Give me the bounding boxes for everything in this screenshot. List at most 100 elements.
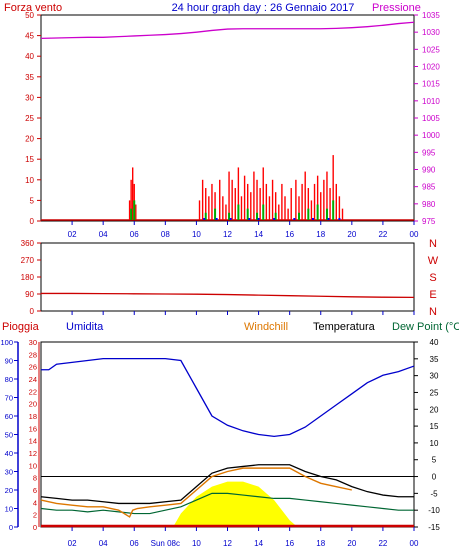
y-tick-label-left: 0 bbox=[30, 217, 35, 226]
compass-label: N bbox=[429, 306, 437, 318]
y-tick-label-right: 995 bbox=[422, 148, 436, 157]
rain-label: Pioggia bbox=[2, 321, 40, 333]
y-tick-label-right: 980 bbox=[422, 200, 436, 209]
x-tick-label: 04 bbox=[99, 539, 108, 548]
y-tick-label-humidity: 30 bbox=[5, 468, 13, 477]
plot-frame bbox=[40, 242, 415, 312]
x-tick-label: 16 bbox=[285, 539, 294, 548]
compass-label: N bbox=[429, 238, 437, 250]
y-tick-label-rain: 28 bbox=[29, 350, 37, 359]
humidity-line bbox=[41, 357, 415, 438]
y-tick-label-humidity: 80 bbox=[5, 375, 13, 384]
y-tick-label-temp: -10 bbox=[428, 506, 440, 515]
y-tick-label-rain: 20 bbox=[29, 400, 37, 409]
y-tick-label-rain: 18 bbox=[29, 412, 37, 421]
y-tick-label-left: 40 bbox=[25, 52, 34, 61]
y-tick-label-temp: 10 bbox=[430, 439, 439, 448]
y-tick-label-rain: 4 bbox=[33, 498, 37, 507]
y-tick-label-left: 10 bbox=[25, 176, 34, 185]
windchill-line bbox=[40, 467, 352, 518]
compass-label: S bbox=[429, 272, 436, 284]
y-tick-label-temp: 25 bbox=[430, 388, 439, 397]
dewpoint-line bbox=[40, 492, 414, 515]
y-tick-label-left: 30 bbox=[25, 93, 34, 102]
y-tick-label-temp: 20 bbox=[430, 405, 439, 414]
y-tick-label-right: 1005 bbox=[422, 114, 440, 123]
y-tick-label-right: 975 bbox=[422, 217, 436, 226]
y-tick-label-left: 35 bbox=[25, 73, 34, 82]
x-tick-label: 12 bbox=[223, 230, 232, 239]
compass-label: W bbox=[428, 255, 439, 267]
x-tick-label: 04 bbox=[99, 230, 108, 239]
y-tick-label-humidity: 70 bbox=[5, 394, 13, 403]
y-tick-label-temp: -5 bbox=[430, 489, 438, 498]
x-tick-label: 22 bbox=[378, 539, 387, 548]
y-tick-label-right: 1015 bbox=[422, 80, 440, 89]
y-tick-label-rain: 22 bbox=[29, 387, 37, 396]
y-tick-label-rain: 30 bbox=[29, 338, 37, 347]
pressure-label: Pressione bbox=[372, 2, 421, 14]
sun-area bbox=[173, 481, 298, 527]
wind-pressure-chart: 0510152025303540455097598098599099510001… bbox=[25, 11, 440, 239]
x-tick-label: 18 bbox=[316, 539, 325, 548]
x-tick-label: 12 bbox=[223, 539, 232, 548]
y-tick-label-right: 1000 bbox=[422, 131, 440, 140]
temperature-line bbox=[40, 464, 414, 505]
y-tick-label-temp: 5 bbox=[432, 456, 437, 465]
direction-line bbox=[41, 292, 415, 299]
x-tick-label: 06 bbox=[130, 539, 139, 548]
x-tick-label: Sun 08c bbox=[151, 539, 180, 548]
x-tick-label: 02 bbox=[68, 539, 77, 548]
x-tick-label: 16 bbox=[285, 230, 294, 239]
y-tick-label-humidity: 20 bbox=[5, 486, 13, 495]
y-tick-label-temp: 40 bbox=[430, 338, 439, 347]
y-tick-label-rain: 0 bbox=[33, 523, 37, 532]
x-tick-label: 08 bbox=[161, 230, 170, 239]
y-tick-label-humidity: 10 bbox=[5, 505, 13, 514]
y-tick-label-temp: 30 bbox=[430, 372, 439, 381]
y-tick-label-left: 90 bbox=[25, 290, 34, 299]
x-tick-label: 14 bbox=[254, 539, 263, 548]
temperature-label: Temperatura bbox=[313, 321, 376, 333]
y-tick-label-right: 985 bbox=[422, 183, 436, 192]
y-tick-label-humidity: 90 bbox=[5, 357, 13, 366]
compass-label: E bbox=[429, 289, 436, 301]
y-tick-label-rain: 26 bbox=[29, 363, 37, 372]
y-tick-label-temp: 15 bbox=[430, 422, 439, 431]
x-tick-label: 18 bbox=[316, 230, 325, 239]
x-tick-label: 10 bbox=[192, 539, 201, 548]
y-tick-label-humidity: 100 bbox=[0, 338, 13, 347]
y-tick-label-rain: 10 bbox=[29, 461, 37, 470]
y-tick-label-humidity: 60 bbox=[5, 412, 13, 421]
x-tick-label: 02 bbox=[68, 230, 77, 239]
y-tick-label-rain: 8 bbox=[33, 474, 37, 483]
y-tick-label-right: 1020 bbox=[422, 63, 440, 72]
y-tick-label-left: 180 bbox=[21, 273, 35, 282]
y-tick-label-rain: 16 bbox=[29, 424, 37, 433]
x-tick-label: 00 bbox=[410, 539, 419, 548]
y-tick-label-left: 25 bbox=[25, 114, 34, 123]
y-tick-label-left: 50 bbox=[25, 11, 34, 20]
y-tick-label-humidity: 0 bbox=[9, 523, 13, 532]
temperature-humidity-chart: 0102030405060708090100024681012141618202… bbox=[0, 338, 440, 548]
x-tick-label: 22 bbox=[378, 230, 387, 239]
y-tick-label-temp: 0 bbox=[432, 473, 437, 482]
y-tick-label-left: 5 bbox=[30, 196, 35, 205]
x-tick-label: 10 bbox=[192, 230, 201, 239]
y-tick-label-temp: 35 bbox=[430, 355, 439, 364]
x-tick-label: 06 bbox=[130, 230, 139, 239]
y-tick-label-right: 1010 bbox=[422, 97, 440, 106]
y-tick-label-right: 1030 bbox=[422, 28, 440, 37]
y-tick-label-temp: -15 bbox=[428, 523, 440, 532]
graph-title: 24 hour graph day : 26 Gennaio 2017 bbox=[172, 2, 355, 14]
y-tick-label-rain: 2 bbox=[33, 511, 37, 520]
plot-frame bbox=[40, 14, 415, 222]
y-tick-label-right: 1035 bbox=[422, 11, 440, 20]
y-tick-label-humidity: 50 bbox=[5, 431, 13, 440]
y-tick-label-left: 15 bbox=[25, 155, 34, 164]
windchill-label: Windchill bbox=[244, 321, 288, 333]
x-tick-label: 14 bbox=[254, 230, 263, 239]
humidity-label: Umidita bbox=[66, 321, 104, 333]
